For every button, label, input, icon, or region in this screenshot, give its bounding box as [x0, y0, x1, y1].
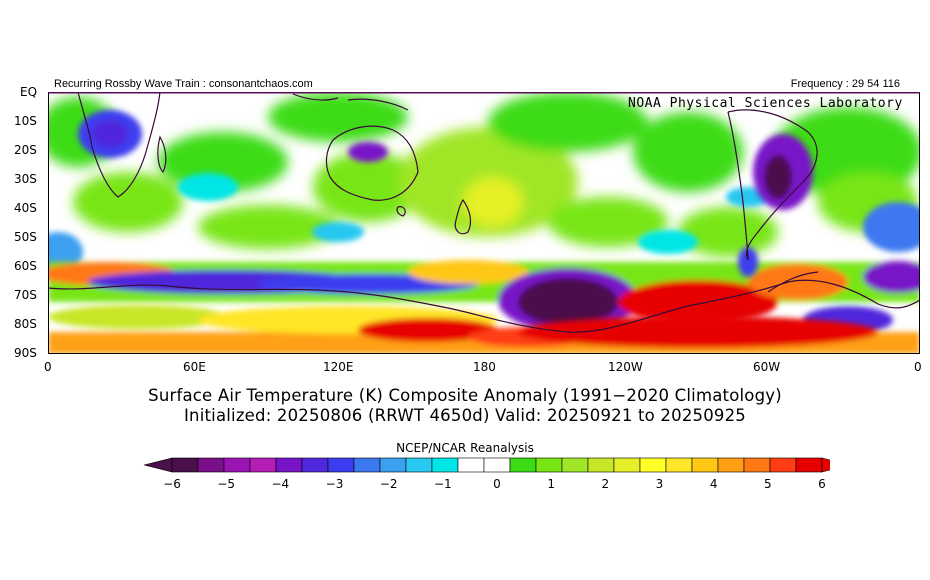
colorbar-cell — [795, 457, 823, 473]
colorbar-cell — [665, 457, 693, 473]
colorbar-tick-label: −5 — [217, 477, 235, 491]
colorbar-cell — [379, 457, 407, 473]
map-title: Surface Air Temperature (K) Composite An… — [148, 386, 782, 405]
colorbar-tick-label: −2 — [380, 477, 398, 491]
colorbar-cell — [431, 457, 459, 473]
frequency-label: Frequency : 29 54 116 — [790, 78, 900, 90]
colorbar-cell — [769, 457, 797, 473]
lat-label-eq: EQ — [20, 85, 38, 99]
colorbar-tick-label: −6 — [163, 477, 181, 491]
colorbar: −6 −5 −4 −3 −2 −1 0 1 2 3 4 5 6 — [143, 457, 830, 491]
colorbar-cell — [717, 457, 745, 473]
coastlines — [48, 92, 920, 333]
lon-label-120w: 120W — [608, 360, 643, 374]
colorbar-cell — [275, 457, 303, 473]
anomaly-field-southern-ocean — [48, 260, 920, 334]
colorbar-tick-label: 2 — [602, 477, 610, 491]
lat-label-10s: 10S — [14, 114, 37, 128]
colorbar-cell — [587, 457, 615, 473]
colorbar-cell — [691, 457, 719, 473]
lat-label-80s: 80S — [14, 317, 37, 331]
colorbar-tick-label: 5 — [764, 477, 772, 491]
anomaly-field-subtropics — [48, 92, 920, 257]
lon-label-60e: 60E — [183, 360, 206, 374]
lon-label-180: 180 — [473, 360, 496, 374]
left-header-label: Recurring Rossby Wave Train : consonantc… — [54, 78, 313, 90]
lat-label-30s: 30S — [14, 172, 37, 186]
colorbar-arrow-left — [143, 457, 173, 473]
lat-label-90s: 90S — [14, 346, 37, 360]
anomaly-field-cool-patches — [48, 173, 920, 272]
lon-label-0-right: 0 — [914, 360, 922, 374]
colorbar-tick-label: 1 — [547, 477, 555, 491]
anomaly-field-cold-spots — [78, 110, 813, 277]
colorbar-tick-label: 4 — [710, 477, 718, 491]
lat-label-60s: 60S — [14, 259, 37, 273]
colorbar-cell — [561, 457, 589, 473]
colorbar-cell — [535, 457, 563, 473]
colorbar-cell — [405, 457, 433, 473]
lon-label-60w: 60W — [753, 360, 781, 374]
lat-label-70s: 70S — [14, 288, 37, 302]
map-subtitle: Initialized: 20250806 (RRWT 4650d) Valid… — [183, 406, 747, 425]
colorbar-cell — [171, 457, 199, 473]
lon-label-120e: 120E — [323, 360, 354, 374]
colorbar-label: NCEP/NCAR Reanalysis — [396, 441, 534, 455]
colorbar-cell — [249, 457, 277, 473]
colorbar-cell — [301, 457, 329, 473]
colorbar-cell — [457, 457, 485, 473]
lon-label-0-left: 0 — [44, 360, 52, 374]
noaa-credit: NOAA Physical Sciences Laboratory — [628, 96, 903, 111]
colorbar-tick-label: 0 — [493, 477, 501, 491]
colorbar-cell — [639, 457, 667, 473]
lat-label-40s: 40S — [14, 201, 37, 215]
anomaly-field-antarctica — [48, 305, 920, 354]
colorbar-cell — [483, 457, 511, 473]
colorbar-arrow-right — [821, 457, 830, 473]
colorbar-tick-label: −3 — [326, 477, 344, 491]
colorbar-tick-label: −1 — [434, 477, 452, 491]
colorbar-cell — [223, 457, 251, 473]
colorbar-cell — [509, 457, 537, 473]
temperature-anomaly-map — [48, 92, 920, 354]
colorbar-cell — [327, 457, 355, 473]
colorbar-cell — [613, 457, 641, 473]
colorbar-tick-label: 6 — [818, 477, 826, 491]
colorbar-tick-label: 3 — [656, 477, 664, 491]
lat-label-50s: 50S — [14, 230, 37, 244]
lat-label-20s: 20S — [14, 143, 37, 157]
colorbar-cell — [743, 457, 771, 473]
colorbar-cell — [197, 457, 225, 473]
colorbar-tick-label: −4 — [271, 477, 289, 491]
colorbar-cell — [353, 457, 381, 473]
